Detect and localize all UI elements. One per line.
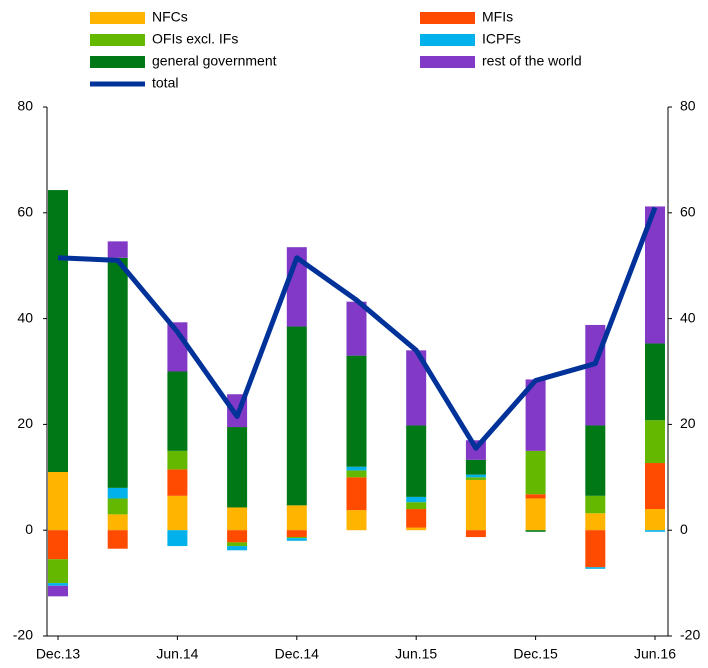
x-tick-label: Dec.15 <box>513 646 558 662</box>
bar-segment <box>346 355 367 467</box>
bar-segment <box>465 477 486 480</box>
x-tick-label: Jun.14 <box>156 646 198 662</box>
bar-segment <box>525 379 546 451</box>
bar-segment <box>48 559 68 584</box>
bar-segment <box>465 474 486 478</box>
bar-segment <box>645 206 665 344</box>
x-tick-label: Dec.14 <box>275 646 320 662</box>
bar-segment <box>406 527 427 531</box>
bar-segment <box>107 498 128 515</box>
legend-label: ICPFs <box>482 31 521 47</box>
bar-segment <box>107 514 128 531</box>
legend-label: rest of the world <box>482 53 582 69</box>
bar-segment <box>346 301 367 356</box>
bar-segment <box>227 542 248 547</box>
bar-segment <box>645 420 665 464</box>
bar-segment <box>645 530 665 532</box>
bar-segment <box>107 257 128 488</box>
bar-segment <box>227 530 248 543</box>
legend-swatch <box>90 12 145 24</box>
y2-tick-label: -20 <box>680 627 700 643</box>
bar-segment <box>525 450 546 495</box>
y2-tick-label: 20 <box>680 415 696 431</box>
y-tick-label: 0 <box>25 521 33 537</box>
bar-segment <box>465 479 486 531</box>
x-tick-label: Jun.16 <box>634 646 676 662</box>
bar-segment <box>406 350 427 426</box>
bar-segment <box>585 567 606 569</box>
bar-segment <box>167 469 188 496</box>
legend-label: NFCs <box>152 9 188 25</box>
y-tick-label: -20 <box>13 627 33 643</box>
bar-segment <box>645 463 665 510</box>
legend-label: MFIs <box>482 9 513 25</box>
bar-segment <box>286 538 307 541</box>
legend-swatch <box>420 56 475 68</box>
y-tick-label: 40 <box>17 309 33 325</box>
bar-segment <box>645 509 665 531</box>
bar-segment <box>48 583 68 586</box>
bar-segment <box>107 241 128 258</box>
bar-segment <box>406 496 427 503</box>
legend-swatch <box>90 34 145 46</box>
bar-segment <box>227 546 248 551</box>
y-tick-label: 80 <box>17 98 33 114</box>
bar-segment <box>346 470 367 478</box>
bar-segment <box>48 530 68 560</box>
legend-swatch <box>420 34 475 46</box>
bar-segment <box>167 495 188 531</box>
legend-swatch <box>420 12 475 24</box>
legend-swatch <box>90 56 145 68</box>
x-tick-label: Jun.15 <box>395 646 437 662</box>
legend-label: OFIs excl. IFs <box>152 31 238 47</box>
y-tick-label: 20 <box>17 415 33 431</box>
bar-segment <box>645 343 665 421</box>
y2-tick-label: 60 <box>680 204 696 220</box>
bar-segment <box>585 530 606 568</box>
bar-segment <box>346 466 367 471</box>
bar-segment <box>585 513 606 531</box>
bar-segment <box>346 510 367 531</box>
bar-segment <box>227 507 248 531</box>
y2-tick-label: 40 <box>680 309 696 325</box>
bar-segment <box>406 502 427 510</box>
bar-segment <box>346 477 367 511</box>
bar-segment <box>585 425 606 496</box>
y-tick-label: 60 <box>17 204 33 220</box>
bar-segment <box>48 190 68 473</box>
bar-segment <box>585 495 606 514</box>
bar-segment <box>286 505 307 531</box>
bar-segment <box>107 530 128 549</box>
bar-segment <box>48 472 68 531</box>
bar-segment <box>465 530 486 538</box>
bar-segment <box>227 427 248 508</box>
bar-segment <box>406 425 427 497</box>
bar-segment <box>107 487 128 499</box>
bar-segment <box>48 585 68 597</box>
legend-label: total <box>152 75 178 91</box>
bar-segment <box>286 326 307 506</box>
legend-label: general government <box>152 53 277 69</box>
bar-segment <box>167 371 188 451</box>
bar-segment <box>167 450 188 470</box>
bar-segment <box>525 494 546 499</box>
y2-tick-label: 0 <box>680 521 688 537</box>
bar-segment <box>465 459 486 475</box>
bar-segment <box>525 530 546 532</box>
bar-segment <box>406 509 427 528</box>
bar-segment <box>286 530 307 538</box>
y2-tick-label: 80 <box>680 98 696 114</box>
bar-segment <box>525 498 546 531</box>
bar-segment <box>286 537 307 539</box>
bar-segment <box>167 530 188 547</box>
total-line <box>57 206 658 451</box>
x-tick-label: Dec.13 <box>36 646 81 662</box>
